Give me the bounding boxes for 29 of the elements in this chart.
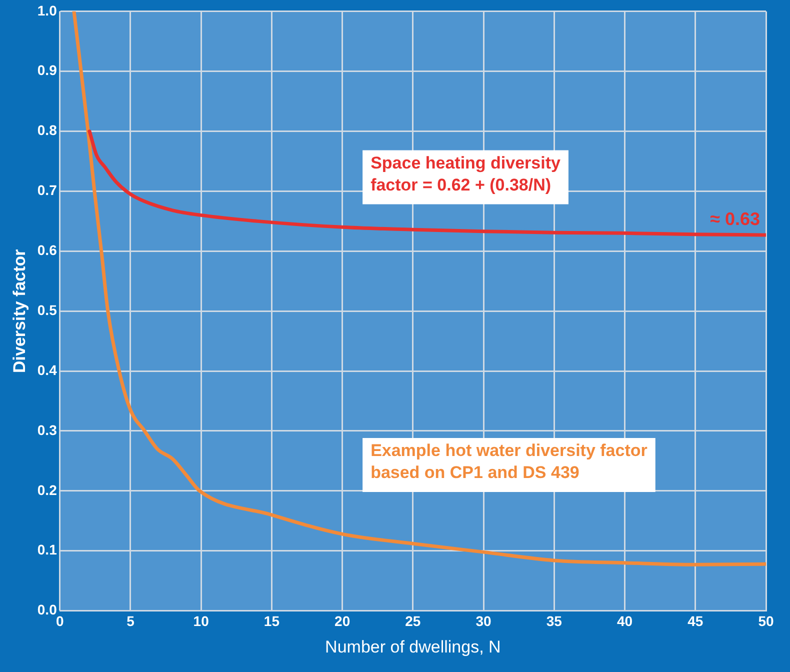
y-tick-label: 1.0 xyxy=(37,2,58,18)
y-tick-label: 0.3 xyxy=(37,422,58,438)
text: Example hot water diversity factor based on CP1 and DS 439 xyxy=(370,441,648,482)
line-series xyxy=(88,130,766,237)
y-tick-label: 0.8 xyxy=(37,122,58,138)
y-tick-label: 0.4 xyxy=(37,362,58,378)
y-tick-label: 0.0 xyxy=(37,602,58,618)
x-tick-label: 45 xyxy=(688,613,704,630)
y-tick-label: 0.7 xyxy=(37,182,58,198)
y-tick-label: 0.1 xyxy=(37,542,58,558)
x-tick-label: 5 xyxy=(126,613,135,630)
annotation: ≈ 0.63 xyxy=(710,209,760,230)
x-tick-label: 15 xyxy=(264,613,280,630)
series-label: Space heating diversity factor = 0.62 + (0.38/N) xyxy=(370,153,562,194)
x-tick-label: 10 xyxy=(193,613,210,630)
x-axis-title: Number of dwellings, N xyxy=(325,637,501,656)
x-tick-label: 30 xyxy=(476,613,492,630)
x-tick-label: 0 xyxy=(56,613,64,630)
y-tick-label: 0.5 xyxy=(37,302,58,318)
line-series xyxy=(72,11,766,566)
x-tick-label: 35 xyxy=(546,613,562,630)
y-tick-label: 0.2 xyxy=(37,482,58,498)
x-tick-label: 50 xyxy=(758,613,774,630)
x-tick-label: 25 xyxy=(405,613,421,630)
x-tick-label: 20 xyxy=(334,613,350,630)
y-tick-label: 0.9 xyxy=(37,62,58,78)
y-axis-title: Diversity factor xyxy=(10,248,29,373)
y-tick-label: 0.6 xyxy=(37,242,58,258)
x-tick-label: 40 xyxy=(616,613,633,630)
